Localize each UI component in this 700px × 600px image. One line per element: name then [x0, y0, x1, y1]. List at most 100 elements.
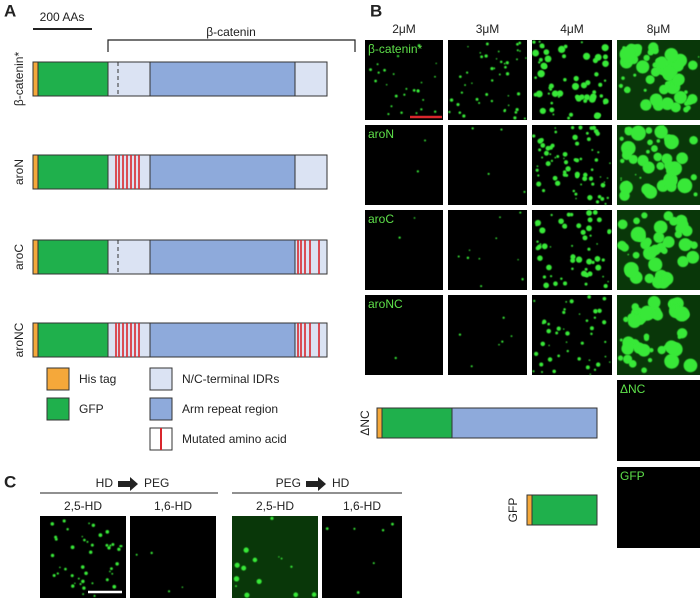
droplet [56, 572, 59, 575]
droplet [490, 99, 494, 103]
droplet [584, 282, 588, 286]
droplet [564, 226, 567, 229]
droplet [688, 60, 698, 71]
droplet [372, 562, 375, 565]
droplet [456, 102, 460, 107]
droplet [604, 355, 607, 358]
droplet [662, 236, 675, 248]
droplet [563, 281, 568, 286]
droplet [571, 82, 580, 90]
droplet [311, 592, 317, 597]
droplet [403, 93, 406, 96]
droplet [539, 362, 544, 367]
droplet [98, 533, 103, 538]
droplet [623, 261, 639, 277]
droplet [515, 108, 519, 112]
droplet [390, 105, 393, 108]
droplet [565, 341, 568, 343]
droplet [575, 256, 583, 263]
droplet [546, 328, 552, 334]
droplet [150, 551, 153, 555]
droplet [664, 353, 680, 369]
droplet [646, 149, 650, 154]
droplet [111, 543, 115, 546]
droplet [591, 125, 597, 130]
construct-label: β-catenin* [12, 52, 26, 107]
droplet [374, 79, 377, 83]
droplet [505, 61, 509, 65]
droplet [533, 299, 536, 303]
droplet [664, 340, 678, 354]
droplet [692, 363, 697, 368]
droplet [653, 232, 665, 243]
droplet [549, 107, 555, 113]
droplet [587, 295, 591, 299]
droplet [565, 300, 568, 303]
droplet [66, 528, 69, 531]
droplet [562, 54, 567, 59]
droplet [538, 61, 541, 64]
droplet [110, 567, 113, 571]
droplet [484, 54, 488, 58]
droplet [518, 41, 522, 45]
droplet [602, 60, 609, 67]
bracket [107, 39, 356, 52]
droplet [588, 359, 591, 362]
droplet [621, 342, 634, 355]
column-header: 2μM [392, 22, 416, 36]
legend-label: Arm repeat region [182, 402, 278, 416]
droplet [643, 54, 650, 62]
gfp [531, 494, 598, 526]
droplet [648, 248, 653, 252]
droplet [690, 174, 697, 181]
droplet [596, 217, 602, 223]
droplet [657, 345, 666, 355]
droplet [593, 128, 599, 134]
droplet [621, 76, 625, 80]
droplet [563, 160, 569, 165]
gfp [381, 407, 453, 439]
droplet [52, 574, 56, 578]
micrograph [448, 40, 527, 120]
droplet [666, 139, 677, 149]
arm-swatch [149, 397, 173, 421]
droplet [676, 328, 688, 339]
droplet [619, 136, 624, 141]
droplet [537, 70, 545, 78]
droplet [552, 175, 558, 181]
construct-label: GFP [506, 498, 520, 523]
droplet [487, 172, 490, 175]
droplet [534, 351, 539, 356]
droplet [356, 591, 360, 594]
c-idr [294, 154, 328, 190]
droplet [552, 113, 555, 116]
droplet [627, 313, 636, 322]
droplet [83, 538, 86, 542]
droplet [537, 255, 543, 261]
droplet [672, 73, 685, 86]
droplet [664, 48, 679, 62]
droplet [544, 55, 552, 63]
gfp [37, 239, 109, 275]
micrograph [365, 125, 443, 205]
img-label: ΔNC [620, 382, 646, 396]
droplet [392, 73, 395, 75]
droplet [234, 562, 240, 568]
droplet [504, 65, 507, 69]
droplet [59, 566, 61, 569]
droplet [513, 116, 517, 120]
droplet [651, 47, 659, 55]
droplet [607, 229, 612, 234]
scale-bar-label: 200 AAs [40, 10, 85, 24]
droplet [689, 135, 698, 145]
droplet [542, 64, 548, 70]
droplet [570, 254, 576, 260]
droplet [105, 578, 109, 582]
n-idr [107, 61, 151, 97]
c-idr [294, 61, 328, 97]
droplet [600, 182, 606, 188]
droplet [549, 153, 552, 156]
droplet [634, 173, 637, 176]
droplet [539, 227, 546, 234]
